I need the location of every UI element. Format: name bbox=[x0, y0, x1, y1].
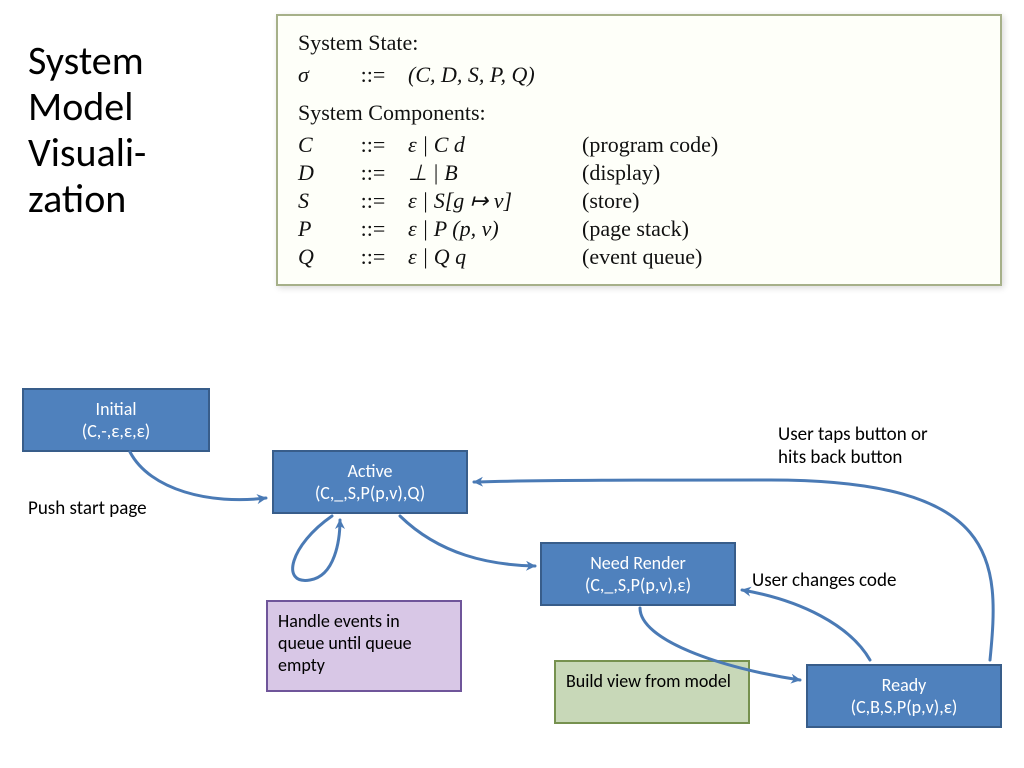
state-table: σ ::= (C, D, S, P, Q) bbox=[298, 62, 615, 90]
label-user-taps: User taps button or hits back button bbox=[778, 424, 928, 470]
page-title: System Model Visuali- zation bbox=[28, 38, 146, 222]
note-handle-events: Handle events in queue until queue empty bbox=[266, 600, 462, 692]
label-push-start-page: Push start page bbox=[28, 498, 147, 521]
arrow-initial-to-active bbox=[130, 452, 266, 500]
node-tuple: (C,B,S,P(p,v),ε) bbox=[808, 696, 1000, 719]
node-need-render: Need Render (C,_,S,P(p,v),ε) bbox=[540, 542, 736, 606]
node-title: Ready bbox=[808, 674, 1000, 697]
node-title: Active bbox=[274, 460, 466, 483]
label-user-changes-code: User changes code bbox=[752, 570, 896, 593]
node-tuple: (C,-,ε,ε,ε) bbox=[24, 420, 208, 443]
arrow-active-to-needrender bbox=[400, 516, 535, 566]
node-title: Need Render bbox=[542, 552, 734, 575]
section-system-state: System State: bbox=[298, 30, 980, 56]
section-system-components: System Components: bbox=[298, 100, 980, 126]
components-table: C::=ε | C d(program code) D::=⊥ | B(disp… bbox=[298, 132, 728, 272]
note-build-view: Build view from model bbox=[554, 660, 750, 724]
definitions-box: System State: σ ::= (C, D, S, P, Q) Syst… bbox=[276, 14, 1002, 286]
arrow-ready-to-needrender bbox=[742, 590, 870, 660]
node-title: Initial bbox=[24, 398, 208, 421]
node-initial: Initial (C,-,ε,ε,ε) bbox=[22, 388, 210, 452]
arrow-active-self-loop bbox=[293, 516, 340, 580]
node-tuple: (C,_,S,P(p,v),Q) bbox=[274, 482, 466, 505]
node-tuple: (C,_,S,P(p,v),ε) bbox=[542, 574, 734, 597]
node-ready: Ready (C,B,S,P(p,v),ε) bbox=[806, 664, 1002, 728]
node-active: Active (C,_,S,P(p,v),Q) bbox=[272, 450, 468, 514]
